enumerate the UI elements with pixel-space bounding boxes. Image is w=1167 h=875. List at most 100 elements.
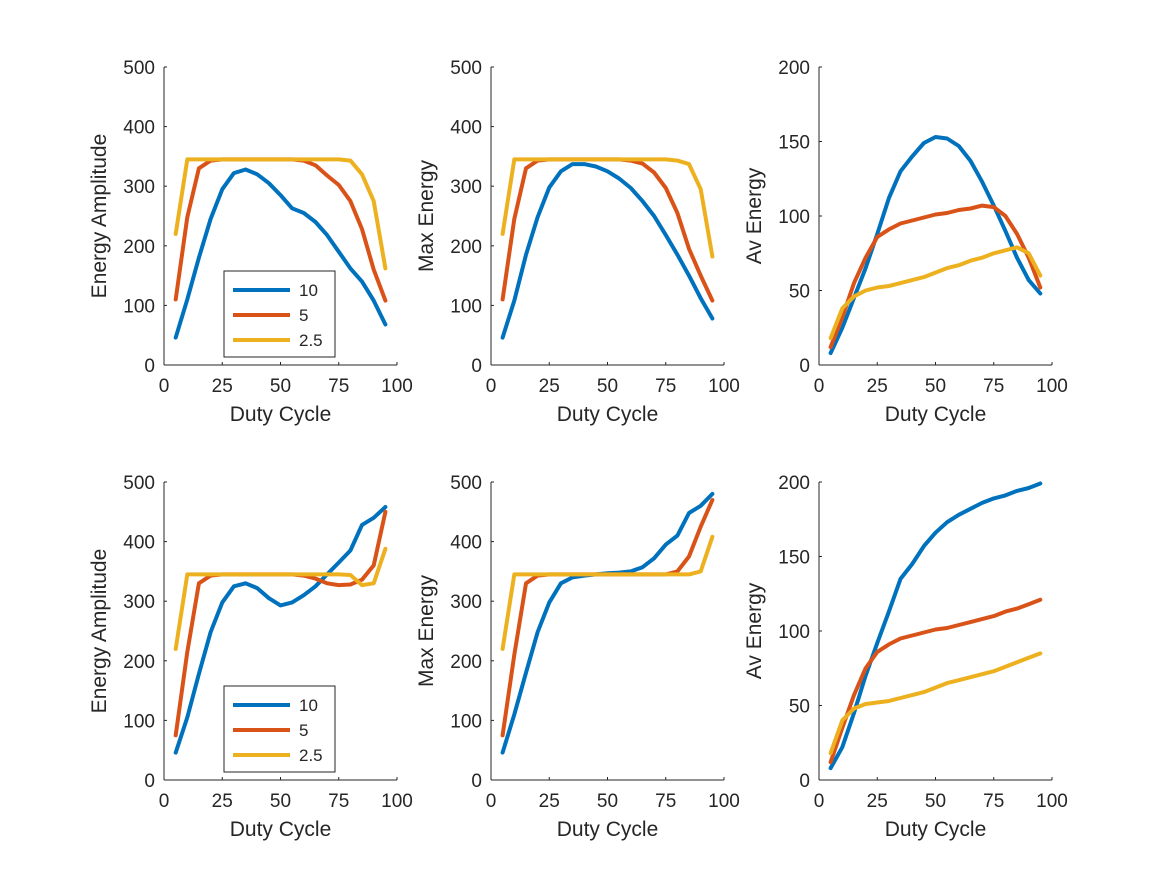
series-line-2.5	[173, 157, 388, 271]
x-axis-label: Duty Cycle	[230, 403, 332, 426]
y-tick-label: 100	[778, 207, 810, 228]
series-line-5	[828, 203, 1043, 350]
y-tick-label: 100	[123, 711, 155, 732]
y-tick-label: 300	[123, 592, 155, 613]
y-axis-label: Max Energy	[415, 574, 438, 687]
x-tick-label: 50	[925, 376, 946, 397]
subplot-3: 0 25 50 75 100 0 50 100 150 200 Duty Cycle Av Energ…	[743, 58, 1068, 426]
subplot-5: 0 25 50 75 100 0 100 200 300 400 500 Duty Cycle Max …	[415, 473, 740, 841]
x-tick-label: 75	[983, 791, 1004, 812]
y-axis-label: Energy Amplitude	[88, 549, 111, 714]
y-tick-label: 100	[450, 296, 482, 317]
x-tick-label: 0	[486, 791, 497, 812]
y-tick-label: 400	[450, 533, 482, 554]
y-tick-label: 500	[450, 58, 482, 79]
y-tick-label: 0	[471, 356, 482, 377]
series-line-10	[828, 135, 1043, 356]
x-tick-label: 25	[212, 376, 233, 397]
y-tick-label: 400	[123, 118, 155, 139]
y-tick-label: 200	[778, 473, 810, 494]
y-tick-label: 200	[123, 237, 155, 258]
x-tick-label: 25	[212, 791, 233, 812]
y-tick-label: 50	[789, 697, 810, 718]
series-line-5	[500, 497, 715, 738]
x-tick-label: 100	[708, 791, 740, 812]
y-tick-label: 50	[789, 282, 810, 303]
y-tick-label: 400	[123, 533, 155, 554]
x-tick-label: 0	[814, 791, 825, 812]
series-line-2.5	[500, 157, 715, 259]
x-axis-label: Duty Cycle	[557, 818, 659, 841]
legend: 10 5 2.5	[223, 270, 336, 358]
subplot-2: 0 25 50 75 100 0 100 200 300 400 500 Duty Cycle Max …	[415, 58, 740, 426]
y-tick-label: 150	[778, 133, 810, 154]
x-tick-label: 100	[1036, 791, 1068, 812]
x-tick-label: 75	[328, 376, 349, 397]
y-tick-label: 0	[799, 356, 810, 377]
y-tick-label: 200	[450, 652, 482, 673]
y-axis-label: Energy Amplitude	[88, 134, 111, 299]
y-tick-label: 300	[450, 592, 482, 613]
x-tick-label: 75	[655, 791, 676, 812]
x-tick-label: 100	[708, 376, 740, 397]
x-axis-label: Duty Cycle	[885, 403, 987, 426]
x-tick-label: 25	[539, 376, 560, 397]
x-tick-label: 100	[381, 376, 413, 397]
legend: 10 5 2.5	[223, 685, 336, 773]
y-tick-label: 200	[450, 237, 482, 258]
series-line-2.5	[828, 651, 1043, 756]
subplot-6: 0 25 50 75 100 0 50 100 150 200 Duty Cycle Av Energ…	[743, 473, 1068, 841]
y-tick-label: 0	[144, 771, 155, 792]
x-tick-label: 0	[486, 376, 497, 397]
series-line-10	[500, 162, 715, 340]
x-axis-label: Duty Cycle	[885, 818, 987, 841]
y-tick-label: 100	[778, 622, 810, 643]
x-tick-label: 25	[867, 376, 888, 397]
y-axis-label: Av Energy	[743, 582, 766, 679]
legend-label: 2.5	[299, 746, 323, 765]
y-tick-label: 400	[450, 118, 482, 139]
series-line-10	[173, 167, 388, 340]
subplot-4: 0 25 50 75 100 0 100 200 300 400 500 Duty Cycle Ener…	[88, 473, 413, 841]
x-tick-label: 75	[983, 376, 1004, 397]
x-tick-label: 100	[1036, 376, 1068, 397]
x-tick-label: 50	[597, 376, 618, 397]
x-tick-label: 25	[539, 791, 560, 812]
x-tick-label: 75	[655, 376, 676, 397]
legend-label: 10	[299, 281, 318, 300]
y-tick-label: 100	[123, 296, 155, 317]
series-line-10	[173, 505, 388, 755]
y-tick-label: 0	[144, 356, 155, 377]
y-tick-label: 300	[123, 177, 155, 198]
subplot-1: 0 25 50 75 100 0 100 200 300 400 500 Duty Cycle Ener…	[88, 58, 413, 426]
y-tick-label: 200	[123, 652, 155, 673]
x-tick-label: 75	[328, 791, 349, 812]
legend-label: 10	[299, 696, 318, 715]
y-tick-label: 500	[123, 473, 155, 494]
x-tick-label: 50	[597, 791, 618, 812]
x-tick-label: 25	[867, 791, 888, 812]
y-tick-label: 500	[450, 473, 482, 494]
series-line-10	[828, 481, 1043, 771]
y-tick-label: 0	[799, 771, 810, 792]
legend-label: 2.5	[299, 331, 323, 350]
x-tick-label: 100	[381, 791, 413, 812]
x-tick-label: 0	[159, 376, 170, 397]
y-tick-label: 500	[123, 58, 155, 79]
series-line-5	[828, 597, 1043, 765]
legend-label: 5	[299, 306, 308, 325]
series-line-10	[500, 491, 715, 755]
x-tick-label: 0	[159, 791, 170, 812]
x-tick-label: 50	[270, 791, 291, 812]
series-line-2.5	[173, 546, 388, 651]
x-tick-label: 0	[814, 376, 825, 397]
x-tick-label: 50	[270, 376, 291, 397]
y-axis-label: Max Energy	[415, 159, 438, 272]
y-tick-label: 200	[778, 58, 810, 79]
y-axis-label: Av Energy	[743, 167, 766, 264]
series-line-2.5	[500, 534, 715, 651]
x-axis-label: Duty Cycle	[557, 403, 659, 426]
series-line-2.5	[828, 245, 1043, 341]
y-tick-label: 150	[778, 548, 810, 569]
